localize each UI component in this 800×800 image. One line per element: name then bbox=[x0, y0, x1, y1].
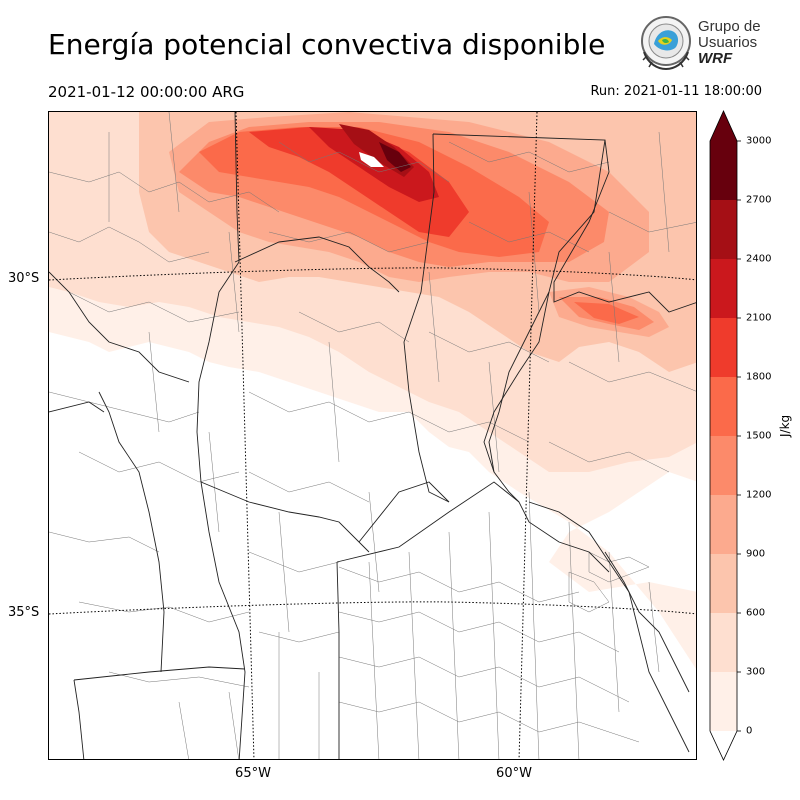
department-boundaries bbox=[49, 112, 696, 759]
colorbar-tick-label: 1200 bbox=[746, 489, 772, 501]
lat-label-30s: 30°S bbox=[8, 271, 40, 286]
colorbar-segment bbox=[710, 495, 737, 555]
colorbar-tick-label: 1500 bbox=[746, 430, 772, 442]
colorbar-segment bbox=[710, 318, 737, 378]
valid-time: 2021-01-12 00:00:00 ARG bbox=[48, 83, 245, 101]
colorbar-canvas bbox=[709, 110, 741, 761]
colorbar-segment bbox=[710, 377, 737, 437]
colorbar-segment bbox=[710, 436, 737, 496]
colorbar-tick-label: 3000 bbox=[746, 135, 772, 147]
cape-level-1800-east bbox=[574, 302, 639, 324]
colorbar-tick-label: 2700 bbox=[746, 194, 772, 206]
lat-35s-line bbox=[49, 601, 696, 615]
cape-white-spot bbox=[359, 152, 384, 167]
colorbar-segment bbox=[710, 613, 737, 673]
cape-shading bbox=[49, 112, 696, 669]
run-time: Run: 2021-01-11 18:00:00 bbox=[590, 84, 762, 99]
colorbar-unit-label: J/kg bbox=[778, 414, 792, 437]
colorbar-extend-min bbox=[710, 731, 737, 760]
cape-map bbox=[48, 111, 697, 760]
colorbar-tick-label: 900 bbox=[746, 548, 766, 560]
cape-level-3000 bbox=[379, 142, 411, 172]
colorbar-tick-label: 2400 bbox=[746, 253, 772, 265]
lat-30s-line bbox=[49, 267, 696, 281]
colorbar-tick-label: 1800 bbox=[746, 371, 772, 383]
colorbar-extend-max bbox=[710, 111, 737, 141]
colorbar-tick-label: 2100 bbox=[746, 312, 772, 324]
colorbar-segment bbox=[710, 200, 737, 260]
cape-level-2100 bbox=[249, 127, 469, 237]
logo-line-2: Usuarios bbox=[698, 34, 758, 51]
graticule bbox=[49, 112, 696, 759]
wrf-seal-icon bbox=[641, 16, 691, 71]
colorbar-tick-label: 600 bbox=[746, 607, 766, 619]
cape-map-canvas bbox=[49, 112, 696, 759]
logo-line-1: Grupo de bbox=[698, 18, 761, 35]
colorbar-tick-label: 300 bbox=[746, 666, 766, 678]
colorbar-segment bbox=[710, 141, 737, 201]
colorbar-segment bbox=[710, 259, 737, 319]
colorbar-tick-label: 0 bbox=[746, 725, 753, 737]
map-title: Energía potencial convectiva disponible bbox=[48, 28, 606, 61]
lat-label-35s: 35°S bbox=[8, 605, 40, 620]
lon-label-60w: 60°W bbox=[496, 766, 532, 781]
lon-label-65w: 65°W bbox=[235, 766, 271, 781]
wrf-group-logo: Grupo de Usuarios WRF bbox=[638, 14, 768, 74]
buenos-aires-partidos bbox=[338, 491, 660, 759]
province-boundaries bbox=[49, 112, 696, 759]
logo-line-3: WRF bbox=[698, 50, 733, 67]
colorbar bbox=[700, 108, 790, 768]
colorbar-segment bbox=[710, 554, 737, 614]
colorbar-segment bbox=[710, 672, 737, 732]
